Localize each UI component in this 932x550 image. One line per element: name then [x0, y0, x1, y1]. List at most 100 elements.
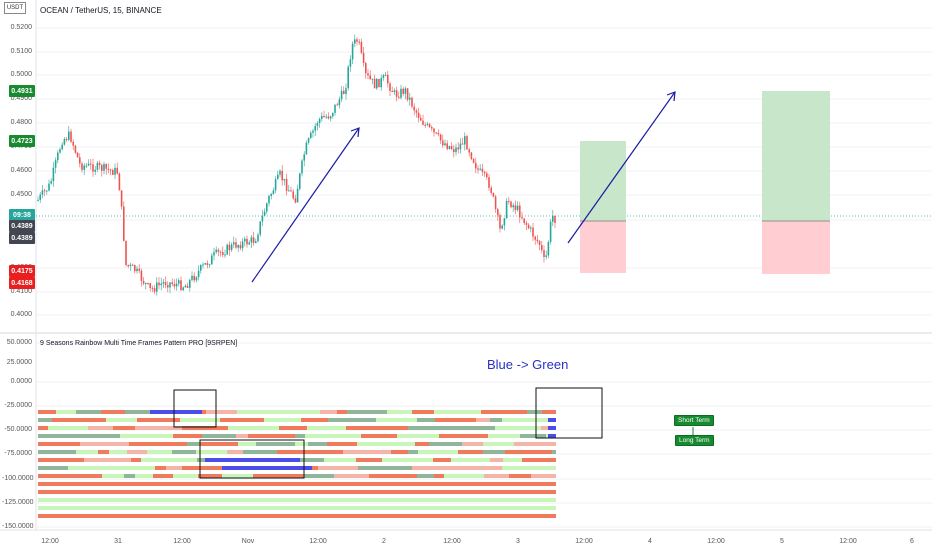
candle-body	[127, 264, 129, 267]
candle-body	[426, 123, 429, 125]
highlight-box-3[interactable]	[535, 387, 603, 439]
band-segment	[429, 442, 462, 446]
legend-short-term[interactable]: Short Term	[674, 415, 714, 426]
time-label: 4	[648, 538, 652, 545]
price-tag: 0.4168	[9, 277, 35, 289]
candle-body	[413, 106, 415, 111]
indicator-axis-label: 25.0000	[6, 359, 32, 366]
trend-arrow-2[interactable]	[567, 91, 676, 244]
band-segment	[256, 442, 295, 446]
long-position-stop-zone-1[interactable]	[580, 221, 626, 273]
price-label: 0.5100	[10, 48, 32, 55]
candle-body	[261, 215, 264, 222]
band-segment	[395, 458, 433, 462]
band-segment	[117, 506, 140, 510]
band-segment	[531, 506, 556, 510]
band-segment	[429, 506, 459, 510]
annotation-text[interactable]: Blue -> Green	[487, 357, 569, 372]
band-segment	[552, 458, 556, 462]
candle-body	[428, 123, 431, 128]
candle-body	[41, 190, 44, 195]
candle-body	[369, 75, 371, 80]
band-segment	[397, 434, 439, 438]
band-segment	[498, 490, 545, 494]
price-label: 0.4000	[10, 311, 32, 318]
time-label: 12:00	[173, 538, 191, 545]
candle-body	[316, 123, 319, 127]
candle-body	[204, 263, 206, 265]
band-segment	[84, 434, 120, 438]
candle-body	[52, 167, 55, 182]
band-segment	[444, 474, 467, 478]
candle-body	[481, 168, 484, 172]
candle-body	[488, 177, 490, 188]
candle-body	[472, 158, 475, 163]
highlight-box-1[interactable]	[173, 389, 217, 428]
long-position-target-zone-1[interactable]	[580, 141, 626, 221]
band-segment	[481, 410, 527, 414]
band-segment	[391, 474, 417, 478]
band-segment	[490, 498, 504, 502]
band-segment	[387, 410, 412, 414]
band-segment	[38, 426, 48, 430]
candle-body	[417, 112, 420, 118]
currency-tag[interactable]: USDT	[4, 2, 26, 14]
band-segment	[401, 442, 415, 446]
band-segment	[452, 490, 486, 494]
trend-arrow-1[interactable]	[251, 127, 360, 283]
long-position-target-zone-2[interactable]	[762, 91, 830, 221]
legend-long-term[interactable]: Long Term	[675, 435, 714, 446]
candle-body	[296, 188, 299, 203]
candle-body	[277, 174, 279, 180]
band-segment	[520, 434, 546, 438]
band-segment	[356, 458, 382, 462]
band-segment	[417, 418, 435, 422]
band-segment	[38, 474, 64, 478]
band-segment	[523, 466, 556, 470]
band-segment	[417, 474, 434, 478]
band-segment	[499, 442, 514, 446]
trend-arrows[interactable]	[251, 91, 676, 283]
candle-body	[270, 194, 272, 197]
indicator-title[interactable]: 9 Seasons Rainbow Multi Time Frames Patt…	[40, 340, 238, 347]
candle-body	[74, 145, 77, 153]
band-segment	[522, 458, 552, 462]
candle-body	[257, 234, 259, 242]
band-segment	[376, 418, 417, 422]
candle-body	[48, 183, 50, 191]
candle-body	[237, 245, 239, 248]
band-segment	[277, 450, 308, 454]
candle-body	[360, 41, 363, 53]
band-segment	[278, 498, 315, 502]
band-segment	[531, 474, 556, 478]
candle-body	[391, 90, 393, 92]
band-segment	[72, 458, 84, 462]
candle-body	[208, 264, 211, 266]
symbol-title[interactable]: OCEAN / TetherUS, 15, BINANCE	[40, 6, 162, 15]
highlight-box-2[interactable]	[199, 439, 305, 479]
candle-body	[92, 164, 94, 172]
candlestick-series	[37, 34, 556, 296]
price-label: 0.4800	[10, 119, 32, 126]
band-segment	[140, 506, 182, 510]
band-segment	[433, 458, 451, 462]
price-label: 0.4900	[10, 95, 32, 102]
band-segment	[220, 490, 268, 494]
candle-body	[230, 244, 233, 251]
candle-body	[534, 236, 536, 240]
band-segment	[272, 410, 294, 414]
candle-body	[156, 282, 158, 292]
band-segment	[187, 442, 200, 446]
band-segment	[402, 466, 412, 470]
band-segment	[172, 490, 183, 494]
long-position-stop-zone-2[interactable]	[762, 221, 830, 274]
candle-body	[136, 268, 138, 272]
candle-body	[120, 190, 123, 207]
band-segment	[202, 434, 236, 438]
candle-body	[79, 157, 81, 164]
band-segment	[38, 506, 48, 510]
band-segment	[113, 426, 135, 430]
candle-body	[219, 251, 222, 253]
band-segment	[458, 450, 483, 454]
